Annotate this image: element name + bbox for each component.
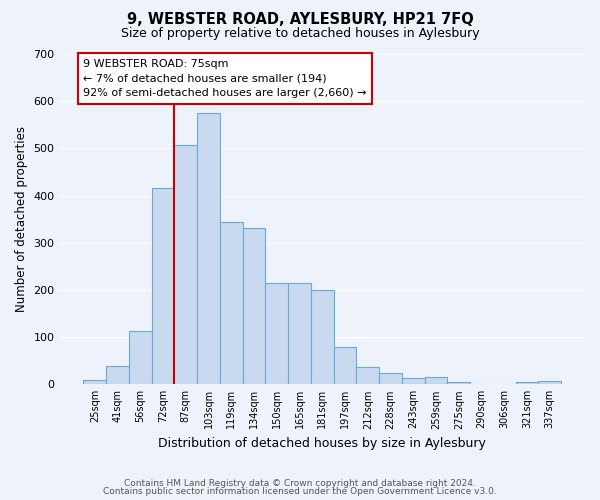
Text: 9, WEBSTER ROAD, AYLESBURY, HP21 7FQ: 9, WEBSTER ROAD, AYLESBURY, HP21 7FQ (127, 12, 473, 28)
Bar (402, 378, 425, 384)
Y-axis label: Number of detached properties: Number of detached properties (15, 126, 28, 312)
Bar (334, 346, 356, 385)
Bar (538, 381, 561, 384)
Bar (448, 382, 470, 384)
Text: Size of property relative to detached houses in Aylesbury: Size of property relative to detached ho… (121, 28, 479, 40)
Bar (197, 113, 220, 384)
Bar (356, 367, 379, 384)
Text: Contains public sector information licensed under the Open Government Licence v3: Contains public sector information licen… (103, 487, 497, 496)
Bar (242, 228, 265, 384)
Bar (220, 222, 242, 384)
Bar (288, 283, 311, 384)
Text: Contains HM Land Registry data © Crown copyright and database right 2024.: Contains HM Land Registry data © Crown c… (124, 478, 476, 488)
Bar (379, 372, 402, 384)
Text: 9 WEBSTER ROAD: 75sqm
← 7% of detached houses are smaller (194)
92% of semi-deta: 9 WEBSTER ROAD: 75sqm ← 7% of detached h… (83, 58, 367, 98)
Bar (152, 188, 175, 384)
Bar (425, 377, 448, 384)
Bar (83, 380, 106, 384)
Bar (175, 145, 197, 384)
Bar (129, 331, 152, 384)
Bar (106, 366, 129, 384)
Bar (311, 290, 334, 384)
X-axis label: Distribution of detached houses by size in Aylesbury: Distribution of detached houses by size … (158, 437, 486, 450)
Bar (515, 382, 538, 384)
Bar (265, 283, 288, 384)
